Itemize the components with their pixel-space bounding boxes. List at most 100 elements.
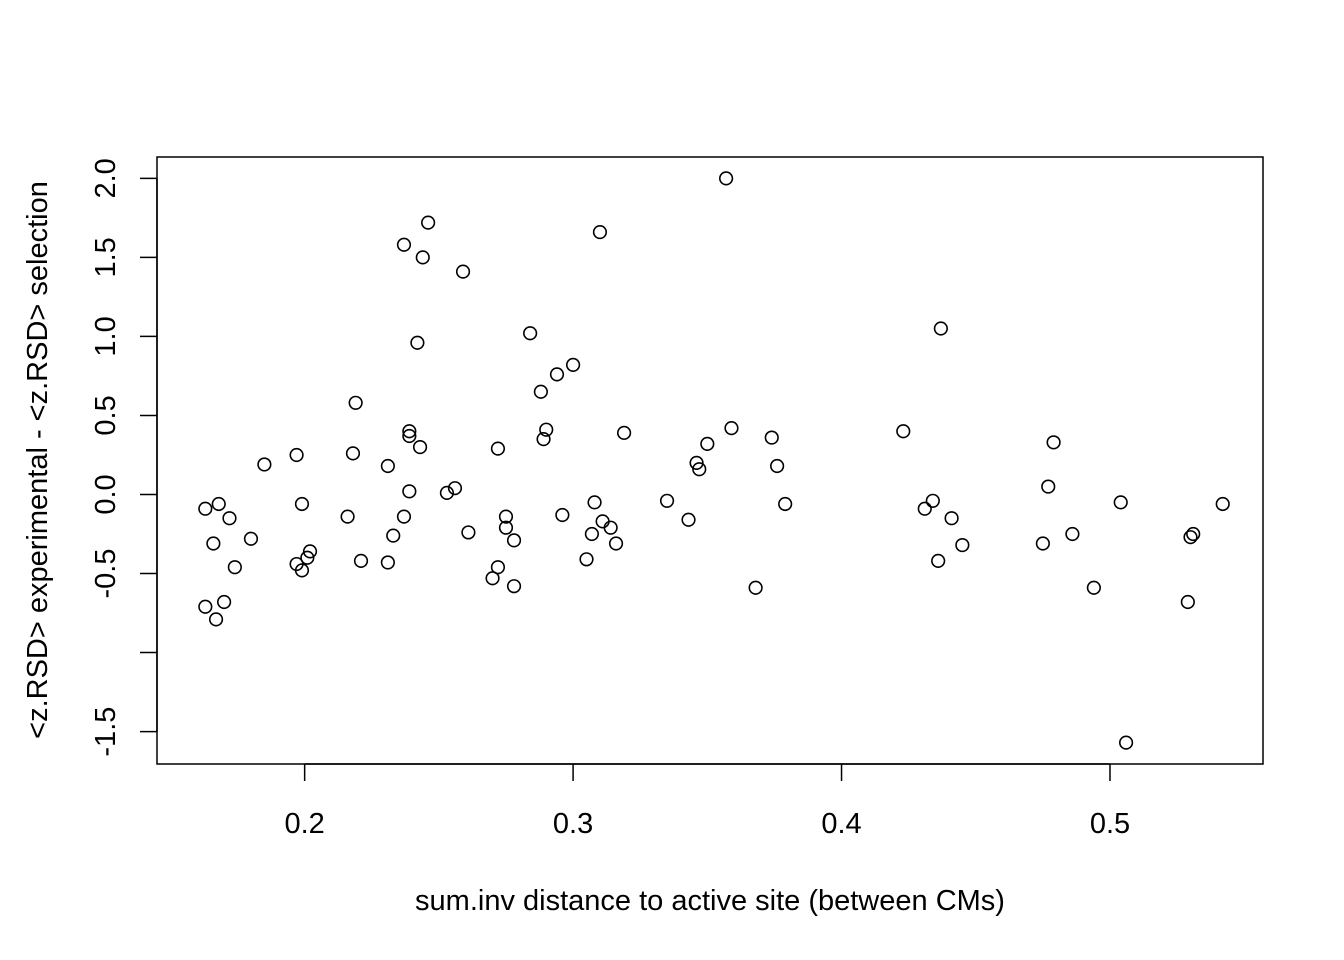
data-point [944, 511, 959, 526]
data-point [217, 594, 232, 610]
data-point [1118, 735, 1134, 750]
data-point [565, 357, 581, 372]
data-point [536, 432, 551, 447]
data-point [340, 509, 355, 524]
data-point [689, 455, 704, 470]
data-point [386, 528, 401, 543]
data-point [555, 507, 570, 523]
data-points [198, 171, 1230, 750]
data-point [455, 264, 471, 279]
plot-frame [156, 156, 1264, 765]
data-point [289, 447, 304, 463]
data-point [616, 425, 632, 440]
data-point [592, 224, 608, 240]
y-axis: 2.0 1.5 1.0 0.5 0.0 -0.5 -1.5 [90, 158, 158, 757]
data-point [1186, 526, 1201, 542]
data-point [603, 520, 618, 535]
y-axis-title: <z.RSD> experimental - <z.RSD> selection [22, 181, 54, 739]
data-point [1113, 495, 1128, 510]
data-point [1183, 530, 1198, 545]
data-point [208, 612, 224, 627]
y-tick-label: -0.5 [90, 549, 122, 599]
data-point [485, 571, 500, 586]
data-point [211, 496, 226, 512]
y-tick-label: 0.5 [90, 395, 122, 435]
x-axis-title: sum.inv distance to active site (between… [415, 885, 1005, 917]
data-point [506, 533, 522, 548]
data-point [933, 321, 948, 336]
data-point [498, 520, 514, 535]
x-tick-label: 0.3 [553, 808, 593, 840]
data-point [461, 525, 476, 540]
data-point [257, 457, 272, 472]
data-point [523, 326, 538, 341]
data-point [533, 384, 548, 399]
data-point [198, 599, 213, 614]
data-point [587, 495, 602, 510]
data-point [380, 555, 395, 570]
x-tick-label: 0.2 [284, 808, 324, 840]
data-point [490, 441, 506, 456]
data-point [439, 485, 455, 501]
data-point [402, 484, 417, 499]
data-point [1180, 594, 1195, 610]
data-point [608, 536, 624, 551]
data-point [1086, 580, 1101, 595]
data-point [506, 579, 522, 594]
x-axis: 0.2 0.3 0.4 0.5 [284, 763, 1130, 840]
data-point [539, 422, 554, 437]
y-tick-label: 1.5 [90, 237, 122, 277]
data-point [447, 481, 463, 496]
y-tick-label: 2.0 [90, 158, 122, 198]
data-point [925, 493, 940, 508]
data-point [1035, 536, 1050, 551]
data-point [1215, 496, 1230, 512]
data-point [410, 335, 425, 350]
data-point [692, 462, 707, 477]
data-point [778, 496, 793, 512]
data-point [396, 509, 412, 524]
data-point [955, 537, 970, 553]
data-point [490, 560, 506, 575]
data-point [1065, 526, 1080, 542]
x-tick-label: 0.4 [821, 808, 861, 840]
data-point [402, 428, 417, 444]
x-tick-label: 0.5 [1090, 808, 1130, 840]
data-point [579, 552, 594, 567]
data-point [770, 458, 785, 474]
y-tick-label: 1.0 [90, 316, 122, 356]
data-point [345, 446, 361, 461]
data-point [353, 553, 369, 568]
data-point [748, 580, 763, 595]
data-point [294, 563, 310, 578]
data-point [1041, 479, 1056, 494]
data-point [415, 250, 430, 265]
y-tick-label: -1.5 [90, 707, 122, 757]
data-point [764, 430, 779, 445]
data-point [380, 458, 395, 474]
data-point [719, 171, 734, 186]
data-point [917, 501, 932, 516]
data-point [1046, 435, 1061, 450]
y-tick-label: 0.0 [90, 474, 122, 514]
data-point [348, 395, 363, 410]
data-point [700, 436, 715, 452]
data-point [595, 514, 610, 529]
data-point [396, 237, 412, 252]
data-point [498, 509, 514, 524]
data-point [402, 424, 417, 439]
data-point [243, 531, 259, 546]
data-point [681, 512, 696, 527]
data-point [198, 501, 213, 516]
data-point [549, 367, 565, 382]
data-point [931, 553, 946, 568]
data-point [222, 511, 237, 526]
data-point [659, 493, 675, 508]
data-point [300, 550, 315, 565]
data-point [896, 424, 911, 439]
data-point [421, 215, 436, 230]
data-point [724, 420, 739, 436]
data-point [584, 526, 599, 542]
data-point [302, 544, 318, 559]
